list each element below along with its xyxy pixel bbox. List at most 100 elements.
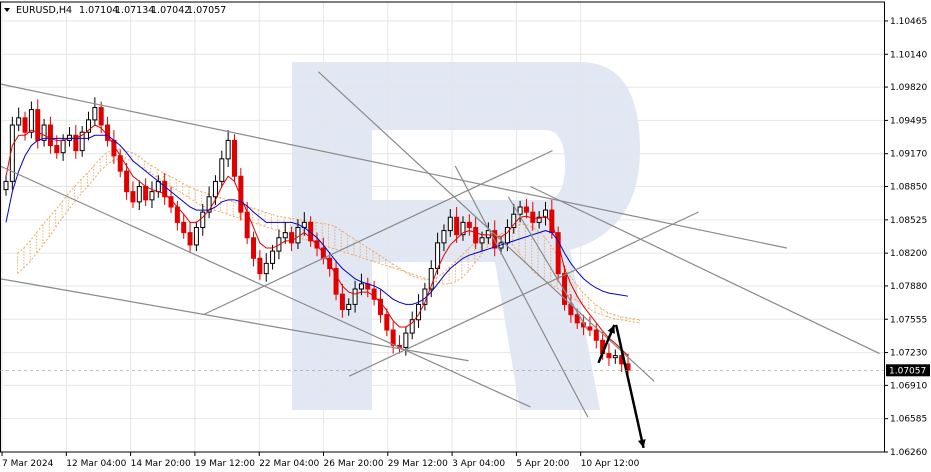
candle-body: [295, 227, 301, 244]
indicator-lines: [5, 124, 629, 357]
candle-body: [530, 211, 536, 223]
candle-body: [473, 227, 479, 244]
watermark-logo-icon: [292, 62, 640, 410]
y-tick-label: 1.09820: [890, 83, 927, 93]
x-tick-label: 3 Apr 04:00: [452, 459, 505, 469]
candle-body: [377, 298, 383, 316]
x-tick-label: 19 Mar 12:00: [195, 459, 255, 469]
candle-body: [593, 329, 599, 341]
header-high: 1.07134: [115, 5, 154, 16]
x-tick-label: 14 Mar 20:00: [131, 459, 191, 469]
candle-body: [251, 237, 257, 259]
candle-body: [3, 180, 9, 191]
candle-body: [124, 170, 130, 193]
y-tick-label: 1.08525: [890, 216, 927, 226]
y-tick-label: 1.06910: [890, 381, 927, 391]
x-tick-label: 5 Apr 20:00: [516, 459, 569, 469]
candle-body: [574, 314, 580, 324]
candle-body: [79, 131, 85, 152]
candle-body: [136, 186, 142, 203]
candle-body: [523, 206, 529, 213]
candle-body: [16, 117, 22, 126]
candle-body: [86, 119, 92, 133]
plot-frame: [0, 1, 885, 453]
candle-body: [193, 227, 199, 246]
candle-body: [517, 206, 523, 215]
steep-descending-line-1: [317, 71, 655, 382]
y-tick-label: 1.07555: [890, 315, 927, 325]
x-tick-label: 29 Mar 12:00: [388, 459, 448, 469]
candle-body: [162, 180, 168, 198]
candle-body: [441, 230, 447, 244]
y-tick-label: 1.09170: [890, 150, 927, 160]
candle-body: [536, 216, 542, 223]
watermark-shape: [292, 62, 640, 410]
candle-body: [612, 355, 618, 359]
candle-body: [492, 230, 498, 249]
candle-body: [219, 158, 225, 182]
triangle-down-icon[interactable]: [4, 8, 10, 12]
short-descending-line: [507, 196, 589, 331]
x-tick-label: 22 Mar 04:00: [259, 459, 319, 469]
candle-body: [485, 230, 491, 239]
steep-descending-line-3: [454, 165, 589, 418]
chart-header: EURUSD,H4 1.07104 1.07134 1.07042 1.0705…: [4, 5, 226, 16]
candle-body: [73, 134, 79, 152]
candle-body: [403, 332, 409, 348]
x-tick-label: 26 Mar 20:00: [324, 459, 384, 469]
candle-body: [562, 273, 568, 305]
candle-body: [200, 211, 206, 229]
candle-body: [555, 232, 561, 275]
candle-body: [98, 107, 104, 126]
x-tick-label: 12 Mar 04:00: [66, 459, 126, 469]
forecast-arrow-head-icon: [607, 324, 615, 334]
forecast-arrows: [597, 324, 646, 449]
candle-body: [231, 139, 237, 177]
y-tick-label: 1.10465: [890, 17, 927, 27]
ascending-line-1: [203, 150, 553, 316]
x-tick-label: 7 Mar 2024: [2, 459, 54, 469]
trendlines: [0, 71, 880, 418]
y-tick-label: 1.06260: [890, 448, 927, 458]
candle-body: [371, 288, 377, 300]
header-low: 1.07042: [151, 5, 190, 16]
candle-body: [41, 124, 47, 141]
ascending-line-2: [348, 211, 699, 377]
candle-body: [28, 109, 34, 133]
candle-body: [479, 237, 485, 244]
forecast-arrow-shaft: [614, 324, 645, 449]
candle-body: [606, 353, 612, 359]
candle-body: [333, 268, 339, 295]
candle-body: [212, 180, 218, 198]
candle-body: [358, 283, 364, 290]
y-tick-label: 1.09495: [890, 116, 927, 126]
forecast-arrow-head-icon: [637, 439, 646, 448]
current-price-tag: [886, 364, 930, 377]
lower-support-line: [0, 278, 469, 362]
candle-body: [428, 268, 434, 290]
candle-body: [257, 257, 263, 275]
candle-body: [409, 319, 415, 334]
lower-channel-line: [0, 165, 531, 408]
upper-channel-line: [0, 83, 787, 249]
candle-body: [181, 221, 187, 234]
candle-body: [22, 117, 28, 133]
y-tick-label: 1.06585: [890, 415, 927, 425]
header-symbol: EURUSD,H4: [16, 5, 72, 16]
candle-body: [390, 329, 396, 346]
candle-body: [66, 134, 72, 141]
candle-body: [587, 326, 593, 331]
y-tick-label: 1.10140: [890, 50, 927, 60]
y-tick-label: 1.07880: [890, 282, 927, 292]
y-tick-label: 1.07230: [890, 349, 927, 359]
candle-body: [143, 186, 149, 201]
candle-body: [542, 209, 548, 218]
candle-body: [282, 232, 288, 239]
candle-body: [47, 124, 53, 147]
candle-body: [346, 303, 352, 311]
candle-body: [149, 191, 155, 201]
candle-body: [504, 227, 510, 244]
